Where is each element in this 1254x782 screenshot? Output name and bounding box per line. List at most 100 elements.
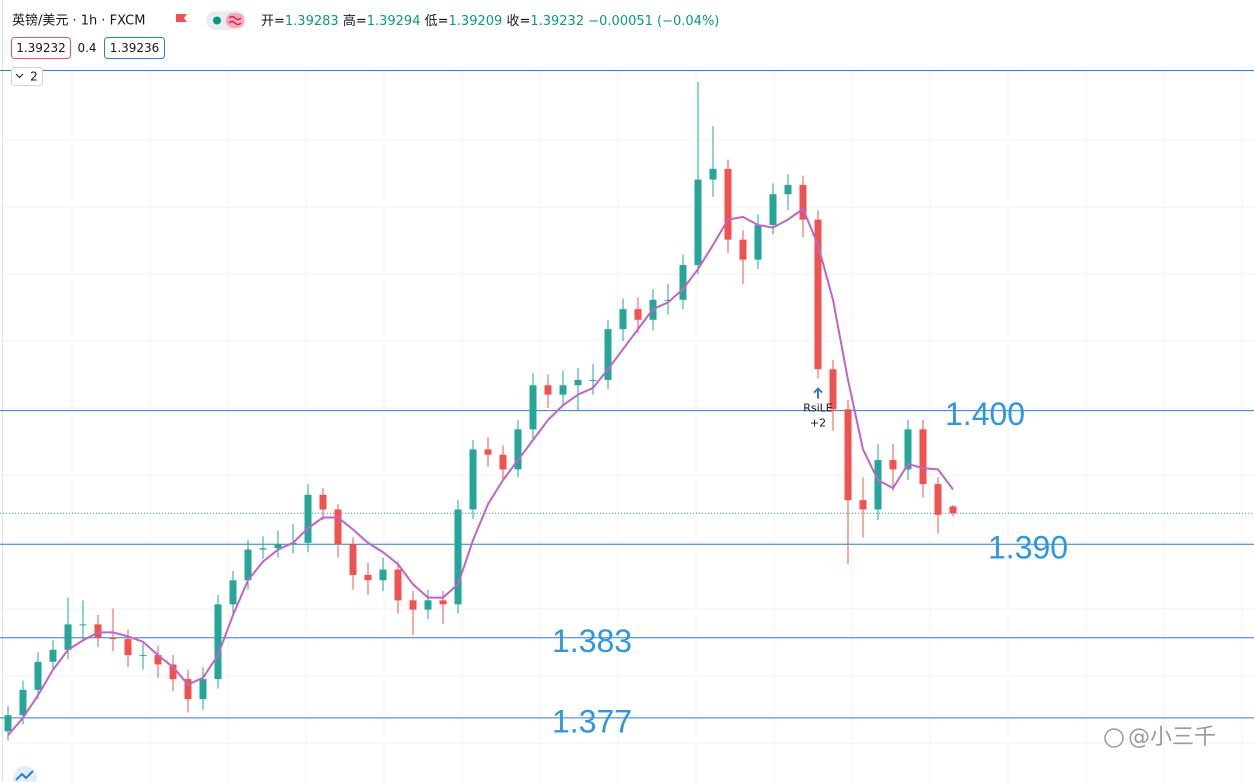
candle-body [679, 265, 687, 300]
candle-body [49, 649, 57, 662]
candle-body [904, 429, 912, 470]
candle-body [829, 369, 837, 410]
collapse-button[interactable] [11, 67, 43, 86]
watermark-logo [1104, 728, 1124, 748]
ohlc-value: 1.39283 [285, 14, 339, 29]
candle-body [64, 624, 72, 650]
candle-body [484, 449, 492, 455]
candle-body [769, 194, 777, 225]
sell-box[interactable] [11, 37, 71, 59]
candle-body [79, 624, 87, 626]
candle-body [19, 689, 27, 716]
candle-body [244, 549, 252, 581]
candle-body [454, 509, 462, 605]
candle-body [514, 429, 522, 470]
logo-mark [15, 770, 34, 781]
level-label: 1.400 [945, 396, 1025, 432]
candle-body [154, 655, 162, 665]
ask-price: 1.39236 [110, 41, 160, 55]
candle-body [349, 544, 357, 575]
candle-body [919, 429, 927, 485]
candle-body [709, 168, 717, 180]
candle-body [874, 460, 882, 510]
candle-body [634, 309, 642, 320]
plot: 1.400 1.390 1.383 1.377 RsiLE +2 [0, 82, 1254, 741]
ohlc-value: 1.39294 [367, 14, 421, 29]
candle-body [229, 580, 237, 605]
chevron [15, 73, 24, 79]
ohlc-label: 开= [261, 14, 285, 29]
ohlc-label: 高= [343, 13, 367, 29]
candle-body [589, 379, 597, 381]
change: −0.00051 (−0.04%) [588, 14, 719, 29]
watermark: @小三千 [1128, 725, 1216, 750]
candle-body [124, 639, 132, 656]
candle-body [889, 460, 897, 470]
candle-body [604, 329, 612, 380]
candle-body [574, 379, 582, 386]
candle-body [784, 184, 792, 195]
moving-average [7, 207, 954, 736]
candle-body [259, 548, 267, 550]
candle-body [949, 506, 957, 514]
buy-box[interactable] [104, 37, 165, 59]
candle-body [199, 679, 207, 700]
signal-label: RsiLE [803, 402, 833, 415]
candle-body [214, 604, 222, 680]
candle-body [799, 184, 807, 220]
ohlc-value: 1.39209 [449, 14, 503, 29]
delay-icon [228, 15, 242, 26]
flag-icon[interactable] [176, 14, 187, 22]
candle-body [859, 500, 867, 510]
level-label: 1.377 [552, 703, 632, 739]
candle-body [394, 569, 402, 601]
candle-body [409, 600, 417, 610]
candle-body [319, 494, 327, 510]
candle-body [694, 179, 702, 266]
bid-price: 1.39232 [16, 41, 66, 55]
candle-body [139, 655, 147, 657]
candle-body [724, 168, 732, 240]
candle-body [304, 494, 312, 543]
candle-body [544, 385, 552, 395]
candle-body [934, 484, 942, 515]
candle-body [94, 624, 102, 638]
signal-qty: +2 [810, 417, 826, 430]
candle-body [379, 569, 387, 581]
grid [0, 70, 1254, 782]
delay-badge [226, 13, 244, 28]
signal-arrow [813, 387, 823, 399]
ohlc-value: 1.39232 [530, 14, 584, 29]
candle-body [169, 664, 177, 680]
candle-body [274, 544, 282, 549]
candle-body [664, 299, 672, 301]
candle-body [619, 309, 627, 330]
candle-body [529, 385, 537, 430]
ohlc-label: 收= [506, 14, 530, 29]
candle-body [439, 600, 447, 605]
candle-body [559, 385, 567, 395]
ohlc-label: 低= [425, 14, 449, 29]
candle-body [364, 574, 372, 581]
candle-body [334, 509, 342, 545]
candle-body [424, 600, 432, 610]
candle-body [844, 409, 852, 501]
candle-body [754, 224, 762, 260]
candle-body [499, 454, 507, 470]
spread: 0.4 [77, 41, 96, 55]
symbol: 英镑/美元 · 1h · FXCM [12, 13, 145, 29]
ohlc-legend: 开=1.39283 高=1.39294 低=1.39209 收=1.39232 … [261, 13, 719, 29]
candle-body [184, 679, 192, 700]
candle-body [814, 219, 822, 370]
level-label: 1.390 [988, 530, 1068, 566]
candle-body [109, 637, 117, 640]
candle-body [469, 449, 477, 510]
level-label: 1.383 [552, 623, 632, 659]
candle-body [4, 715, 12, 732]
indicator-count: 2 [30, 70, 38, 84]
candle-body [739, 239, 747, 260]
candle-body [34, 661, 42, 690]
status-dot [213, 16, 221, 25]
